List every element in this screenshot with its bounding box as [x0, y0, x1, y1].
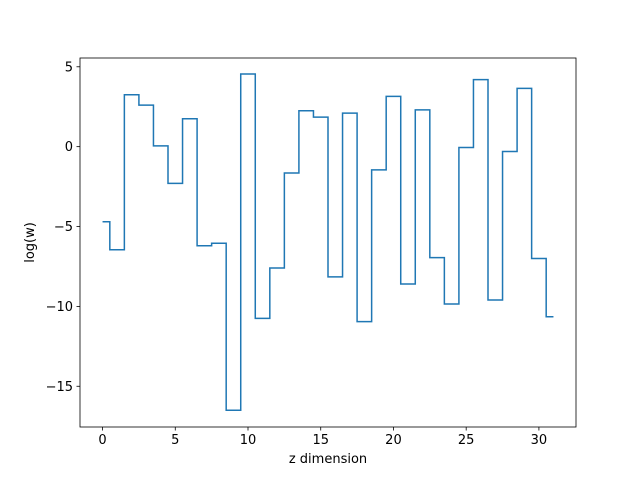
x-axis-label: z dimension: [289, 452, 367, 467]
x-tick-label: 5: [171, 433, 179, 448]
x-tick-label: 10: [240, 433, 257, 448]
y-tick-label: 5: [65, 60, 73, 75]
series-line-0: [102, 73, 554, 411]
x-axis: 0 5 10 15 20 25 30: [98, 427, 547, 448]
x-tick-label: 25: [458, 433, 475, 448]
y-tick-label: −5: [54, 220, 73, 235]
y-tick-label: 0: [65, 140, 73, 155]
x-tick-label: 20: [385, 433, 402, 448]
series-layer: [102, 73, 554, 411]
y-tick-label: −10: [46, 300, 73, 315]
plot-frame: [79, 57, 577, 428]
x-tick-label: 0: [98, 433, 106, 448]
y-tick-label: −15: [46, 380, 73, 395]
y-axis: 5 0 −5 −10 −15: [46, 60, 80, 395]
x-tick-label: 15: [312, 433, 329, 448]
x-tick-label: 30: [531, 433, 548, 448]
y-axis-label: log(w): [23, 222, 38, 263]
